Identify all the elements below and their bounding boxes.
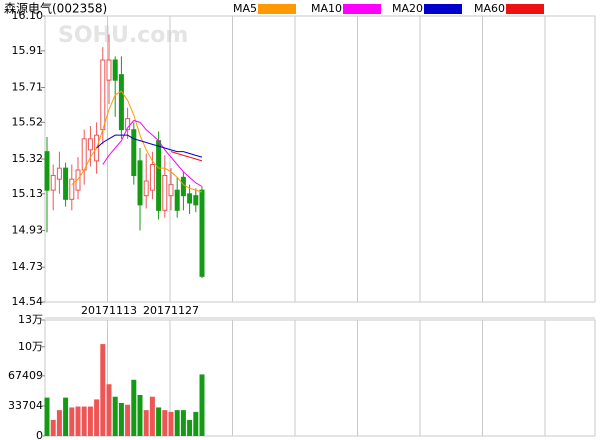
legend-label: MA60: [474, 2, 505, 15]
y-tick-label: 14.73: [12, 260, 44, 273]
volume-bar: [131, 379, 137, 436]
volume-bar: [112, 396, 118, 436]
volume-bar: [156, 407, 162, 436]
legend-swatch: [343, 4, 381, 14]
candle-body: [156, 140, 162, 211]
volume-bar: [180, 410, 186, 436]
x-tick-label: 20171113: [81, 304, 137, 317]
y-tick-label: 15.71: [12, 81, 44, 94]
volume-bar: [137, 394, 143, 436]
legend-swatch: [424, 4, 462, 14]
volume-bar: [50, 419, 56, 436]
y-tick-label: 16.10: [12, 9, 44, 22]
volume-bar: [94, 399, 100, 436]
volume-bar: [118, 402, 124, 436]
legend-label: MA10: [311, 2, 342, 15]
volume-bar: [125, 404, 131, 436]
watermark: SOHU.com: [58, 23, 188, 48]
legend-swatch: [258, 4, 296, 14]
volume-bar: [174, 410, 180, 436]
price-panel: [44, 15, 596, 303]
ma-line: [170, 151, 203, 162]
y-tick-label: 13万: [18, 313, 43, 326]
volume-bar: [199, 374, 205, 436]
candle-body: [75, 169, 81, 191]
candle-body: [118, 74, 124, 131]
ma-line: [71, 90, 203, 193]
y-tick-label: 67409: [8, 369, 43, 382]
candle-body: [168, 184, 174, 197]
candle-body: [125, 118, 131, 131]
ma-line: [102, 119, 203, 187]
candle-body: [174, 189, 180, 211]
volume-bar: [81, 406, 87, 436]
volume-bar: [100, 344, 106, 436]
legend-label: MA5: [233, 2, 257, 15]
volume-bar: [44, 397, 50, 436]
candle-body: [106, 59, 112, 81]
candle-body: [87, 138, 93, 151]
candle-body: [199, 189, 205, 277]
candle-body: [81, 138, 87, 171]
candle-body: [180, 176, 186, 197]
candle-body: [63, 167, 69, 200]
candle-body: [143, 180, 149, 197]
volume-panel: [44, 319, 596, 437]
candle-body: [69, 178, 75, 200]
candle-body: [162, 175, 168, 211]
candle-body: [149, 164, 155, 191]
volume-bar: [63, 397, 69, 436]
volume-bar: [168, 411, 174, 436]
volume-bar: [162, 410, 168, 436]
candle-body: [50, 175, 56, 191]
x-tick-label: 20171127: [143, 304, 199, 317]
volume-bar: [143, 410, 149, 436]
candle-body: [137, 160, 143, 206]
y-tick-label: 15.13: [12, 187, 44, 200]
volume-bar: [187, 419, 193, 436]
legend-swatch: [506, 4, 544, 14]
ma-line: [96, 134, 203, 158]
y-tick-label: 15.91: [12, 44, 44, 57]
y-tick-label: 0: [36, 429, 43, 440]
volume-bar: [149, 396, 155, 436]
candle-body: [131, 129, 137, 177]
candle-body: [56, 167, 62, 180]
candle-body: [193, 195, 199, 206]
volume-bar: [87, 406, 93, 436]
y-tick-label: 15.52: [12, 115, 44, 128]
volume-bar: [56, 410, 62, 436]
candle-body: [187, 193, 193, 204]
y-tick-label: 15.32: [12, 152, 44, 165]
chart-title: 森源电气(002358): [4, 1, 107, 16]
candle-body: [100, 59, 106, 131]
legend-label: MA20: [392, 2, 423, 15]
volume-bar: [69, 407, 75, 436]
candle-body: [112, 59, 118, 81]
y-tick-label: 14.93: [12, 224, 44, 237]
y-tick-label: 33704: [8, 399, 43, 412]
y-tick-label: 14.54: [12, 295, 44, 308]
candle-body: [44, 151, 50, 191]
volume-bar: [106, 384, 112, 436]
volume-bar: [193, 411, 199, 436]
y-tick-label: 10万: [18, 340, 43, 353]
volume-bar: [75, 406, 81, 436]
